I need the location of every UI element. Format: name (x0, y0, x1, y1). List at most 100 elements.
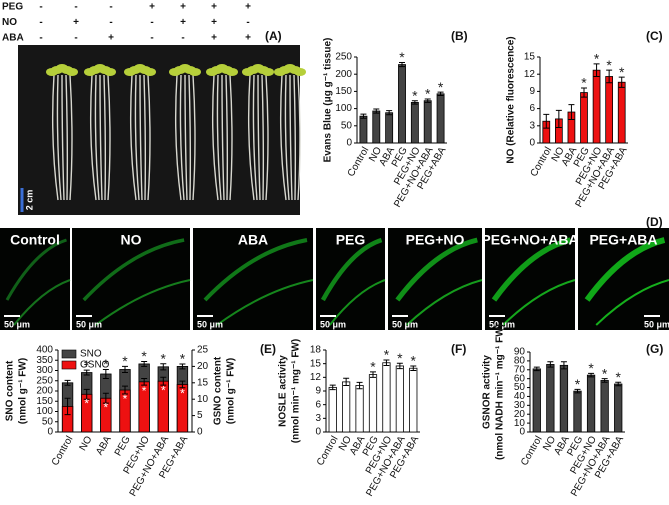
error-bar (160, 363, 167, 371)
x-tick-label: Control (50, 434, 76, 467)
y-tick-label: 20 (514, 409, 526, 420)
error-bar (343, 377, 350, 387)
root (297, 74, 301, 201)
root (257, 74, 261, 201)
significance-marker: * (141, 348, 147, 364)
leaf (226, 68, 238, 76)
micrograph-label: Control (10, 232, 60, 248)
significance-marker: * (425, 86, 431, 102)
panel-label: (F) (451, 342, 466, 356)
treatment-sign: + (108, 33, 114, 44)
root (147, 74, 151, 201)
error-bar (547, 361, 554, 368)
fluorescence (320, 237, 383, 302)
micrograph-label: NO (121, 232, 142, 248)
root (174, 74, 182, 201)
panel-label: (E) (260, 342, 276, 356)
y-tick-label: 100 (335, 103, 352, 114)
root (129, 74, 137, 201)
significance-marker: * (619, 64, 625, 80)
leaf (262, 68, 274, 76)
micrograph-label: PEG+NO (406, 232, 465, 248)
bar (592, 69, 601, 144)
error-bar (179, 380, 186, 389)
y-tick-label: 60 (514, 373, 526, 384)
treatment-sign: + (211, 2, 217, 13)
bar (600, 380, 609, 433)
error-bar (593, 63, 600, 77)
treatment-sign: + (180, 17, 186, 28)
bar (586, 374, 596, 433)
x-tick-label: NO (78, 434, 95, 453)
significance-marker: * (142, 384, 147, 398)
error-bar (329, 384, 336, 391)
treatment-sign: - (74, 2, 77, 13)
error-bar (396, 362, 403, 370)
treatment-sign: - (39, 33, 42, 44)
error-bar (615, 381, 622, 387)
y-tick-label: 100 (36, 406, 53, 417)
error-bar (360, 113, 367, 119)
micrograph-label: PEG (336, 232, 366, 248)
y-tick-label: 0 (529, 138, 535, 149)
significance-marker: * (411, 353, 417, 369)
error-bar (83, 388, 90, 400)
fluorescence (395, 237, 478, 302)
error-bar (122, 365, 128, 374)
root (94, 74, 100, 201)
significance-marker: * (122, 353, 128, 369)
error-bar (560, 361, 567, 370)
y-axis-label: (nmol NADH min⁻¹ mg⁻¹ FW) (495, 324, 506, 460)
bar (355, 385, 364, 433)
root (279, 74, 287, 201)
significance-marker: * (594, 51, 600, 67)
y2-tick-label: 10 (197, 394, 209, 405)
bar (614, 383, 623, 433)
y2-axis-label: (nmol g⁻¹ FW) (226, 358, 237, 424)
root (99, 74, 103, 201)
scale-label: 50 μm (4, 319, 30, 329)
bar (410, 102, 419, 144)
micrograph-label: PEG+NO+ABA (481, 232, 578, 248)
bar (409, 367, 418, 433)
significance-marker: * (84, 396, 89, 410)
y-axis-label: GSNOR activity (482, 355, 493, 429)
y-tick-label: 200 (36, 386, 53, 397)
treatment-sign: + (211, 17, 217, 28)
treatment-sign: + (211, 33, 217, 44)
scale-label: 50 μm (197, 319, 223, 329)
y-tick-label: 400 (36, 345, 53, 356)
bar (395, 365, 404, 433)
fluorescence (329, 279, 386, 326)
y-tick-label: 12 (310, 372, 322, 383)
root (107, 74, 111, 201)
leaf (104, 68, 116, 76)
x-tick-label: Control (315, 434, 341, 467)
fluorescence (595, 279, 669, 326)
y-tick-label: 12 (524, 69, 536, 80)
y2-tick-label: 0 (197, 427, 203, 438)
error-bar (102, 392, 109, 404)
root (265, 74, 269, 201)
error-bar (588, 372, 595, 378)
bar (382, 362, 391, 433)
fluorescence (203, 238, 308, 302)
leaf (144, 68, 156, 76)
bar (423, 100, 432, 144)
y-axis-label: NO (Relative fluorescence) (506, 36, 517, 163)
seedlings (46, 64, 306, 201)
error-bar (411, 100, 418, 105)
y-tick-label: 15 (310, 358, 322, 369)
y-tick-label: 9 (315, 386, 321, 397)
treatment-label: ABA (2, 33, 24, 44)
error-bar (64, 397, 71, 416)
fluorescence (95, 279, 191, 326)
treatment-sign: + (180, 2, 186, 13)
significance-marker: * (370, 359, 376, 375)
error-bar (601, 378, 608, 383)
root (225, 74, 229, 201)
bar (559, 364, 569, 433)
root (247, 74, 255, 201)
fluorescence (491, 237, 572, 302)
error-bar (437, 91, 444, 97)
